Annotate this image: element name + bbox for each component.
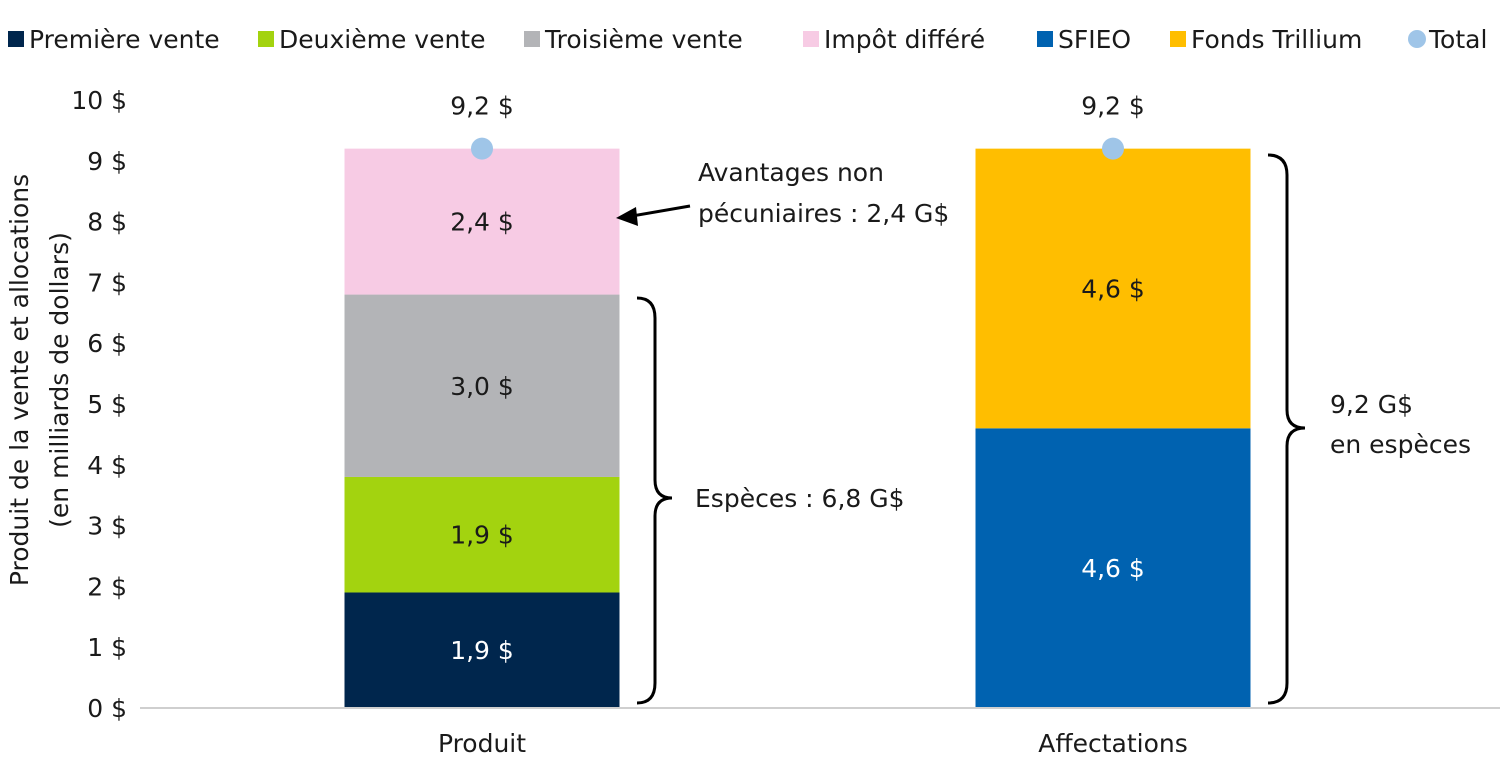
y-axis: 0 $ 1 $ 2 $ 3 $ 4 $ 5 $ 6 $ 7 $ 8 $ 9 $ 10 $: [71, 86, 127, 723]
cash-right-label-line-2: en espèces: [1330, 430, 1471, 459]
bar-value-label: 2,4 $: [450, 208, 514, 237]
y-tick-label: 4 $: [87, 451, 127, 480]
legend-swatch: [8, 31, 24, 47]
legend-swatch: [258, 31, 274, 47]
legend-item: Troisième vente: [524, 25, 743, 54]
legend-swatch: [1408, 30, 1426, 48]
bar-segment: [975, 428, 1251, 708]
total-marker: [1102, 137, 1124, 160]
y-tick-label: 7 $: [87, 268, 127, 297]
y-axis-title-line-2: (en milliards de dollars): [45, 232, 74, 528]
bar-segment: [344, 476, 620, 593]
legend-item: SFIEO: [1037, 25, 1131, 54]
bar-segment: [344, 592, 620, 708]
y-tick-label: 3 $: [87, 512, 127, 541]
cash-left-label: Espèces : 6,8 G$: [695, 484, 905, 513]
legend-label: SFIEO: [1058, 25, 1131, 54]
legend-swatch: [524, 31, 540, 47]
y-tick-label: 9 $: [87, 147, 127, 176]
legend-label: Impôt différé: [824, 25, 985, 54]
legend-label: Fonds Trillium: [1191, 25, 1362, 54]
total-marker: [471, 137, 493, 160]
legend-swatch: [803, 31, 819, 47]
x-category-label: Affectations: [1038, 729, 1188, 758]
y-tick-label: 1 $: [87, 633, 127, 662]
cash-right-label-line-1: 9,2 G$: [1330, 390, 1413, 419]
y-axis-subtitle: (en milliards de dollars): [45, 232, 74, 528]
bar-segment: [344, 294, 620, 477]
y-tick-label: 6 $: [87, 329, 127, 358]
y-tick-label: 2 $: [87, 572, 127, 601]
bar-value-label: 1,9 $: [450, 636, 514, 665]
cash-left-brace: [636, 296, 673, 705]
cash-left-annotation: Espèces : 6,8 G$: [636, 296, 905, 705]
legend-item: Impôt différé: [803, 25, 985, 54]
arrow-line: [631, 204, 691, 218]
legend-label: Première vente: [29, 25, 220, 54]
totals: 9,2 $ 9,2 $: [450, 92, 1145, 160]
non-cash-label-line-1: Avantages non: [698, 158, 884, 187]
total-value-label: 9,2 $: [450, 92, 514, 121]
bar-value-label: 4,6 $: [1081, 274, 1145, 303]
legend: Première vente Deuxième vente Troisième ve…: [8, 25, 1487, 54]
bar-value-label: 4,6 $: [1081, 554, 1145, 583]
legend-label: Total: [1428, 25, 1487, 54]
non-cash-label-line-2: pécuniaires : 2,4 G$: [698, 199, 949, 228]
legend-label: Troisième vente: [544, 25, 743, 54]
cash-right-annotation: 9,2 G$ en espèces: [1267, 153, 1471, 705]
legend-swatch: [1170, 31, 1186, 47]
y-tick-label: 0 $: [87, 694, 127, 723]
y-axis-title: Produit de la vente et allocations: [5, 174, 34, 586]
legend-swatch: [1037, 31, 1053, 47]
x-category-label: Produit: [438, 729, 526, 758]
legend-item: Deuxième vente: [258, 25, 485, 54]
bar-segment: [344, 148, 620, 295]
non-cash-annotation: Avantages non pécuniaires : 2,4 G$: [616, 158, 949, 228]
bars: 1,9 $ 1,9 $ 3,0 $ 2,4 $ 4,6 $ 4,6 $: [344, 148, 1251, 708]
legend-item: Première vente: [8, 25, 220, 54]
y-axis-title-line-1: Produit de la vente et allocations: [5, 174, 34, 586]
bar-segment: [975, 148, 1251, 429]
legend-item: Total: [1408, 25, 1487, 54]
y-tick-label: 8 $: [87, 208, 127, 237]
legend-label: Deuxième vente: [279, 25, 485, 54]
y-tick-label: 5 $: [87, 390, 127, 419]
arrow-head: [616, 207, 638, 226]
x-axis: Produit Affectations: [140, 707, 1500, 758]
bar-value-label: 1,9 $: [450, 521, 514, 550]
legend-item: Fonds Trillium: [1170, 25, 1362, 54]
total-value-label: 9,2 $: [1081, 92, 1145, 121]
bar-value-label: 3,0 $: [450, 372, 514, 401]
cash-right-brace: [1267, 153, 1306, 705]
y-tick-label: 10 $: [71, 86, 127, 115]
